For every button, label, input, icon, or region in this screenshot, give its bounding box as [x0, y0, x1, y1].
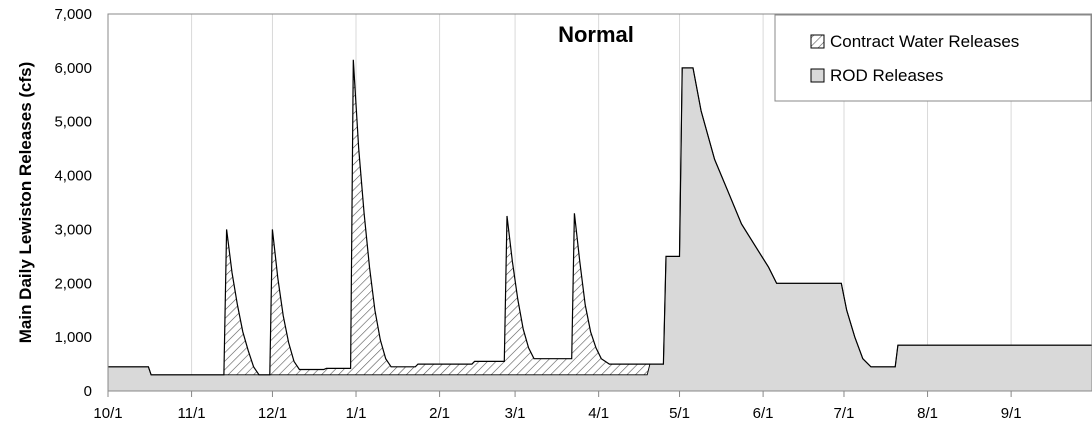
legend: Contract Water Releases ROD Releases [774, 14, 1092, 102]
legend-item-label: ROD Releases [830, 66, 943, 85]
series-layer [108, 59, 1092, 392]
y-axis: 0 1,000 2,000 3,000 4,000 5,000 6,000 7,000 [54, 6, 92, 400]
rod-outline [108, 67, 1092, 376]
y-tick-label: 6,000 [54, 60, 92, 77]
legend-swatch [810, 34, 825, 49]
y-tick-label: 5,000 [54, 114, 92, 131]
legend-box [774, 14, 1092, 102]
x-tick-label: 10/1 [93, 405, 122, 422]
y-tick-label: 3,000 [54, 221, 92, 238]
series-contract-water-area [108, 59, 1092, 392]
y-tick-label: 0 [84, 383, 92, 400]
x-axis: 10/1 11/1 12/1 1/1 2/1 3/1 4/1 5/1 6/1 7/1 8/1 9/1 [93, 391, 1022, 422]
y-tick-label: 2,000 [54, 275, 92, 292]
x-tick-label: 7/1 [834, 405, 855, 422]
x-tick-label: 12/1 [258, 405, 287, 422]
x-tick-label: 9/1 [1001, 405, 1022, 422]
legend-item-label: Contract Water Releases [830, 32, 1019, 51]
x-tick-label: 8/1 [917, 405, 938, 422]
legend-swatch [810, 68, 825, 83]
x-tick-label: 1/1 [346, 405, 367, 422]
x-tick-label: 11/1 [178, 405, 206, 422]
chart-title: Normal [558, 22, 634, 47]
x-tick-label: 2/1 [429, 405, 450, 422]
y-axis-label: Main Daily Lewiston Releases (cfs) [16, 62, 35, 344]
x-tick-label: 6/1 [753, 405, 774, 422]
plot-area [107, 13, 1092, 392]
series-rod-area [108, 67, 1092, 392]
x-tick-label: 5/1 [669, 405, 690, 422]
y-tick-label: 4,000 [54, 168, 92, 185]
x-tick-label: 4/1 [588, 405, 609, 422]
y-tick-label: 1,000 [54, 329, 92, 346]
y-tick-label: 7,000 [54, 6, 92, 23]
series-outline [108, 59, 1092, 376]
x-tick-label: 3/1 [505, 405, 526, 422]
